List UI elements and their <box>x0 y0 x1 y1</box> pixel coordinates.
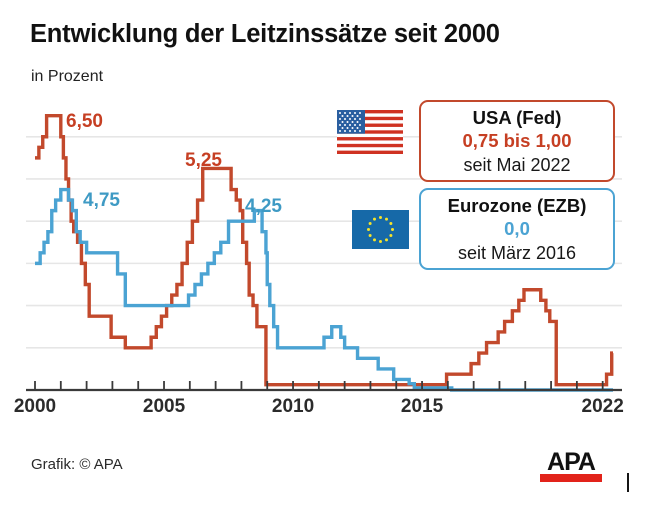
legend-usa-value: 0,75 bis 1,00 <box>462 130 572 151</box>
legend-ezb-value: 0,0 <box>504 218 530 239</box>
chart-plot-area <box>26 98 622 394</box>
chart-x-axis-labels: 2000 2005 2010 2015 2022 <box>0 396 649 426</box>
x-axis-label-2000: 2000 <box>13 396 57 417</box>
apa-logo: APA <box>540 450 602 482</box>
apa-logo-bar <box>540 474 602 482</box>
eu-star <box>373 217 376 221</box>
x-axis-label-2005: 2005 <box>142 396 186 417</box>
series-line-usa <box>35 113 614 387</box>
x-axis-label-2015: 2015 <box>400 396 444 417</box>
eu-star <box>367 228 370 231</box>
x-axis-label-2010: 2010 <box>271 396 315 417</box>
eu-star <box>379 216 382 219</box>
eu-star <box>368 222 372 225</box>
eu-star <box>379 240 382 243</box>
eu-star <box>389 234 393 237</box>
us-flag-icon <box>337 110 403 154</box>
eu-star <box>389 222 393 225</box>
chart-series-layer <box>35 113 614 392</box>
x-axis-label-2022: 2022 <box>581 396 624 417</box>
eu-star <box>373 238 376 242</box>
chart-subtitle: in Prozent <box>31 68 104 85</box>
eu-star <box>385 238 388 242</box>
data-label-ezb-4-25: 4,25 <box>245 196 282 217</box>
eu-star <box>391 228 394 231</box>
credit-line: Grafik: © APA <box>31 456 123 473</box>
line-chart-svg <box>26 113 622 392</box>
data-label-usa-5-25: 5,25 <box>185 150 222 171</box>
series-line-ezb <box>35 187 613 392</box>
legend-card-usa[interactable]: USA (Fed) 0,75 bis 1,00 seit Mai 2022 <box>419 100 615 182</box>
eu-flag-icon <box>352 210 409 249</box>
legend-ezb-title: Eurozone (EZB) <box>447 195 587 216</box>
eu-star <box>368 234 372 237</box>
chart-x-axis <box>26 381 622 392</box>
edge-mark <box>627 473 629 492</box>
legend-ezb-since: seit März 2016 <box>457 243 577 263</box>
legend-card-ezb[interactable]: Eurozone (EZB) 0,0 seit März 2016 <box>419 188 615 270</box>
legend-usa-since: seit Mai 2022 <box>463 155 571 175</box>
apa-logo-text: APA <box>547 448 596 476</box>
data-label-ezb-4-75: 4,75 <box>83 190 120 211</box>
legend-usa-title: USA (Fed) <box>472 107 562 128</box>
page-title: Entwicklung der Leitzinssätze seit 2000 <box>30 20 500 48</box>
eu-star <box>385 217 388 221</box>
data-label-usa-6-50: 6,50 <box>66 111 103 132</box>
